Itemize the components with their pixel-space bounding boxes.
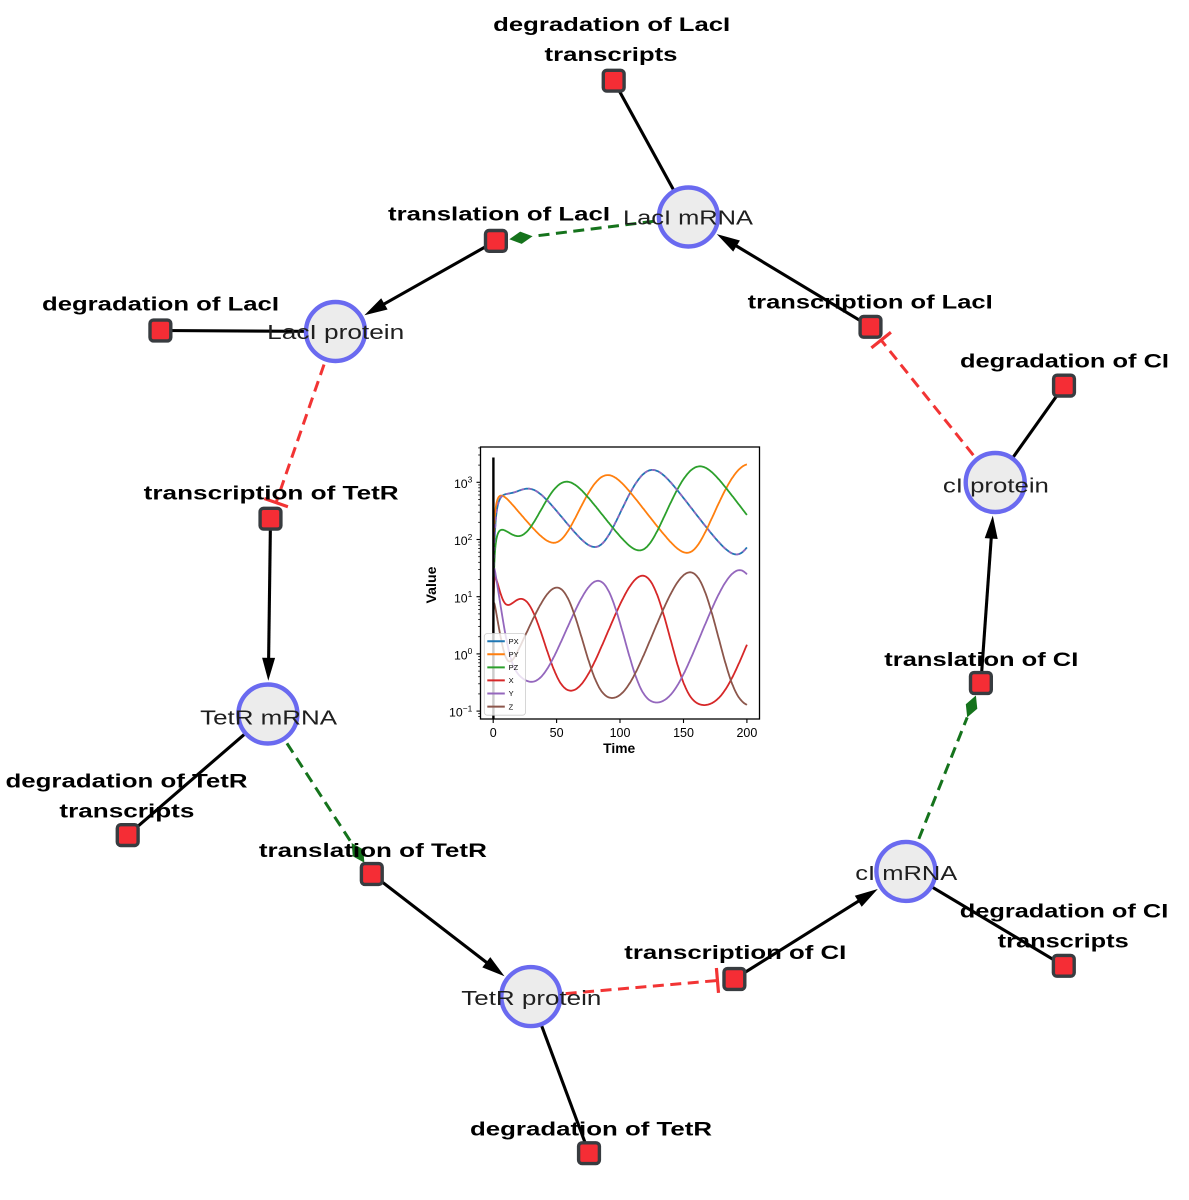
svg-text:TetR mRNA: TetR mRNA	[200, 708, 338, 730]
svg-text:150: 150	[673, 726, 694, 740]
svg-text:PY: PY	[509, 650, 519, 659]
svg-text:LacI protein: LacI protein	[267, 322, 404, 344]
svg-text:50: 50	[550, 726, 564, 740]
svg-text:translation of TetR: translation of TetR	[259, 841, 487, 862]
svg-text:translation of CI: translation of CI	[884, 650, 1078, 671]
svg-text:LacI mRNA: LacI mRNA	[623, 208, 754, 230]
svg-text:transcripts: transcripts	[998, 932, 1129, 953]
svg-text:transcription of LacI: transcription of LacI	[748, 293, 993, 314]
svg-text:transcripts: transcripts	[545, 45, 678, 66]
svg-text:degradation of LacI: degradation of LacI	[493, 15, 730, 36]
svg-text:X: X	[509, 676, 514, 685]
svg-text:100: 100	[610, 726, 631, 740]
svg-text:degradation of TetR: degradation of TetR	[470, 1120, 712, 1141]
svg-text:transcription of CI: transcription of CI	[624, 943, 846, 964]
svg-text:Y: Y	[509, 689, 514, 698]
svg-text:degradation of LacI: degradation of LacI	[42, 295, 279, 316]
svg-text:degradation of CI: degradation of CI	[960, 902, 1169, 923]
svg-text:Value: Value	[424, 566, 439, 604]
svg-text:200: 200	[736, 726, 757, 740]
svg-text:degradation of CI: degradation of CI	[960, 351, 1169, 372]
svg-text:Z: Z	[509, 702, 514, 711]
svg-text:cI protein: cI protein	[943, 476, 1049, 498]
svg-text:transcripts: transcripts	[59, 802, 194, 823]
svg-text:PX: PX	[509, 637, 519, 646]
svg-text:Time: Time	[603, 741, 636, 756]
svg-text:cI mRNA: cI mRNA	[855, 863, 958, 885]
svg-text:transcription of TetR: transcription of TetR	[144, 484, 399, 505]
svg-text:degradation of TetR: degradation of TetR	[6, 772, 248, 793]
svg-text:0: 0	[490, 726, 497, 740]
svg-text:TetR protein: TetR protein	[461, 988, 601, 1010]
svg-text:PZ: PZ	[509, 663, 519, 672]
svg-text:translation of LacI: translation of LacI	[388, 205, 610, 226]
